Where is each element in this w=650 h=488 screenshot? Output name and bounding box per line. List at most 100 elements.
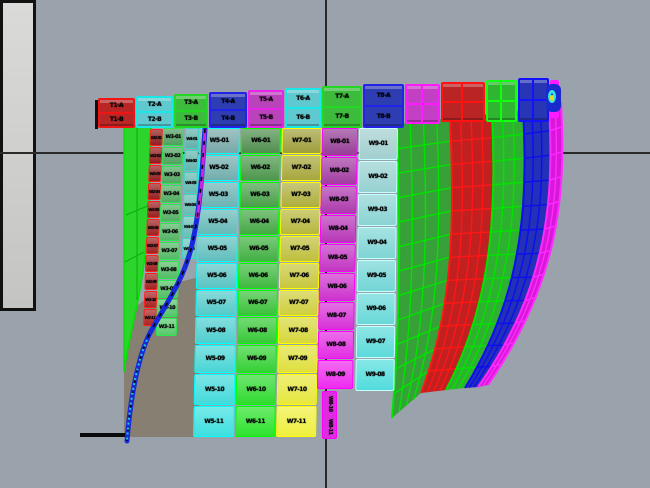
green-mini-column-panel[interactable]: W3-01 bbox=[162, 128, 184, 146]
hull-strip-green-2[interactable] bbox=[446, 110, 525, 390]
light-cyan-column-panel[interactable]: W9-04 bbox=[357, 227, 397, 259]
deck-panel-blue-8[interactable]: T8-A T8-B bbox=[363, 84, 404, 128]
green-mini-column-panel[interactable]: W3-07 bbox=[158, 242, 181, 260]
magenta-column-tail[interactable]: W8-10 W8-11 bbox=[322, 391, 337, 439]
cyan-column-panel[interactable]: W5-05 bbox=[196, 236, 238, 262]
magenta-column-panel[interactable]: W8-01 bbox=[321, 128, 358, 156]
red-mini-column-panel[interactable]: W2-04 bbox=[147, 183, 162, 200]
red-mini-column-panel[interactable]: W2-05 bbox=[146, 201, 161, 218]
cyan-column-panel[interactable]: W5-04 bbox=[196, 209, 239, 235]
red-mini-column-panel[interactable]: W2-01 bbox=[149, 129, 163, 146]
cyan-column-panel[interactable]: W5-08 bbox=[194, 317, 237, 344]
deck-panel-blue-4[interactable]: T4-A T4-B bbox=[209, 92, 247, 128]
light-cyan-column-panel[interactable]: W9-03 bbox=[357, 194, 398, 226]
yellow-column-panel[interactable]: W7-09 bbox=[277, 345, 318, 373]
yellow-column-panel[interactable]: W7-10 bbox=[276, 374, 318, 405]
cyan-column-panel[interactable]: W5-03 bbox=[197, 182, 239, 208]
cyan-column-panel[interactable]: W5-06 bbox=[195, 263, 238, 289]
deck-panel-grid_red-10[interactable] bbox=[441, 82, 485, 122]
light-cyan-column-panel[interactable]: W9-08 bbox=[355, 359, 395, 391]
yellow-column-panel[interactable]: W7-06 bbox=[278, 263, 320, 289]
green-mini-column-panel[interactable]: W3-03 bbox=[161, 166, 183, 184]
green-column-panel[interactable]: W6-07 bbox=[237, 290, 278, 316]
green-column-panel[interactable]: W6-09 bbox=[236, 345, 277, 373]
panel-label: T1-A bbox=[109, 102, 124, 109]
green-mini-column-panel[interactable]: W3-08 bbox=[157, 261, 180, 279]
magenta-column-panel[interactable]: W8-03 bbox=[320, 186, 357, 214]
magenta-column-panel[interactable]: W8-06 bbox=[318, 273, 356, 301]
hull-gridded-strips[interactable] bbox=[391, 101, 564, 419]
yellow-column-panel[interactable]: W7-07 bbox=[278, 290, 319, 316]
green-column-panel[interactable]: W6-11 bbox=[235, 406, 276, 437]
light-cyan-column-panel[interactable]: W9-02 bbox=[358, 161, 398, 193]
magenta-column-panel[interactable]: W8-09 bbox=[316, 360, 354, 389]
light-cyan-column-panel[interactable]: W9-05 bbox=[356, 260, 397, 292]
green-column-panel[interactable]: W6-03 bbox=[239, 182, 280, 208]
panel-label: W8-04 bbox=[328, 225, 348, 232]
cyan-column-panel[interactable]: W5-01 bbox=[198, 128, 240, 154]
deck-panel-green-7[interactable]: T7-A T7-B bbox=[322, 86, 362, 128]
green-column-panel[interactable]: W6-08 bbox=[236, 317, 278, 344]
deck-panel-green-3[interactable]: T3-A T3-B bbox=[174, 94, 208, 128]
teal-mini-column-panel[interactable]: W4-05 bbox=[182, 216, 197, 237]
magenta-column-panel[interactable]: W8-04 bbox=[319, 215, 357, 243]
magenta-column-panel[interactable]: W8-05 bbox=[319, 244, 356, 272]
teal-mini-column-panel[interactable]: W4-04 bbox=[182, 194, 198, 215]
light-cyan-column-panel[interactable]: W9-06 bbox=[356, 293, 396, 325]
yellow-column-panel[interactable]: W7-02 bbox=[280, 155, 322, 181]
teal-mini-column-panel[interactable]: W4-02 bbox=[183, 150, 199, 171]
deck-panel-cyan-6[interactable]: T6-A T6-B bbox=[285, 88, 321, 128]
green-mini-column-panel[interactable]: W3-10 bbox=[156, 299, 179, 317]
green-column-panel[interactable]: W6-04 bbox=[238, 209, 280, 235]
yellow-column-panel[interactable]: W7-01 bbox=[281, 128, 322, 154]
light-cyan-column-panel[interactable]: W9-01 bbox=[358, 128, 398, 160]
yellow-column-panel[interactable]: W7-04 bbox=[279, 209, 321, 235]
yellow-column-panel[interactable]: W7-05 bbox=[279, 236, 320, 262]
red-mini-column-panel[interactable]: W2-02 bbox=[148, 147, 163, 164]
yellow-column-panel[interactable]: W7-03 bbox=[280, 182, 321, 208]
yellow-column-panel[interactable]: W7-11 bbox=[276, 406, 317, 437]
green-column-panel[interactable]: W6-10 bbox=[235, 374, 277, 405]
green-mini-column-panel[interactable]: W3-05 bbox=[159, 204, 182, 222]
cyan-column-panel[interactable]: W5-09 bbox=[194, 345, 236, 373]
green-mini-column-panel[interactable]: W3-09 bbox=[157, 280, 179, 298]
red-mini-column-panel[interactable]: W2-11 bbox=[143, 309, 157, 326]
teal-mini-column-panel[interactable]: W4-06 bbox=[181, 238, 197, 259]
hull-strip-blue[interactable] bbox=[465, 106, 551, 388]
deck-panel-red-1[interactable]: T1-A T1-B bbox=[98, 98, 135, 128]
teal-mini-column-panel[interactable]: W4-01 bbox=[184, 128, 199, 149]
green-column-panel[interactable]: W6-05 bbox=[238, 236, 279, 262]
green-mini-column-panel[interactable]: W3-04 bbox=[160, 185, 183, 203]
red-mini-column-panel[interactable]: W2-09 bbox=[144, 273, 158, 290]
hull-strip-red[interactable] bbox=[421, 114, 494, 393]
light-cyan-column-panel[interactable]: W9-07 bbox=[355, 326, 396, 358]
red-mini-column-panel[interactable]: W2-07 bbox=[145, 237, 160, 254]
magenta-column-panel[interactable]: W8-08 bbox=[317, 331, 355, 359]
deck-panel-cyan-2[interactable]: T2-A T2-B bbox=[136, 96, 173, 128]
green-mini-column-panel[interactable]: W3-02 bbox=[161, 147, 184, 165]
cyan-column-panel[interactable]: W5-11 bbox=[193, 406, 235, 437]
deck-panel-grid_magenta-9[interactable] bbox=[405, 84, 440, 124]
red-mini-column-panel[interactable]: W2-08 bbox=[145, 255, 159, 272]
teal-mini-column-panel[interactable]: W4-03 bbox=[183, 172, 198, 193]
green-mini-column-panel[interactable]: W3-11 bbox=[155, 318, 178, 336]
green-mini-column-panel[interactable]: W3-06 bbox=[159, 223, 181, 241]
cyan-column-panel[interactable]: W5-10 bbox=[193, 374, 236, 405]
red-mini-column-panel[interactable]: W2-03 bbox=[148, 165, 162, 182]
magenta-column-panel[interactable]: W8-07 bbox=[318, 302, 355, 330]
cyan-column-panel[interactable]: W5-02 bbox=[197, 155, 240, 181]
deck-panel-cell: T3-A bbox=[176, 96, 206, 112]
magenta-column-panel[interactable]: W8-02 bbox=[320, 157, 358, 185]
green-column-panel[interactable]: W6-01 bbox=[240, 128, 281, 154]
deck-panel-grid_blue-12[interactable] bbox=[518, 78, 549, 122]
red-mini-column-panel[interactable]: W2-10 bbox=[143, 291, 158, 308]
green-column-panel[interactable]: W6-02 bbox=[239, 155, 281, 181]
deck-panel-grid_green-11[interactable] bbox=[486, 80, 517, 122]
deck-panel-magenta-5[interactable]: T5-A T5-B bbox=[248, 90, 284, 128]
yellow-column-panel[interactable]: W7-08 bbox=[277, 317, 319, 344]
green-column-panel[interactable]: W6-06 bbox=[237, 263, 279, 289]
deck-panel-cell: T7-A bbox=[324, 88, 360, 108]
red-mini-column-panel[interactable]: W2-06 bbox=[146, 219, 160, 236]
cyan-column-panel[interactable]: W5-07 bbox=[195, 290, 237, 316]
